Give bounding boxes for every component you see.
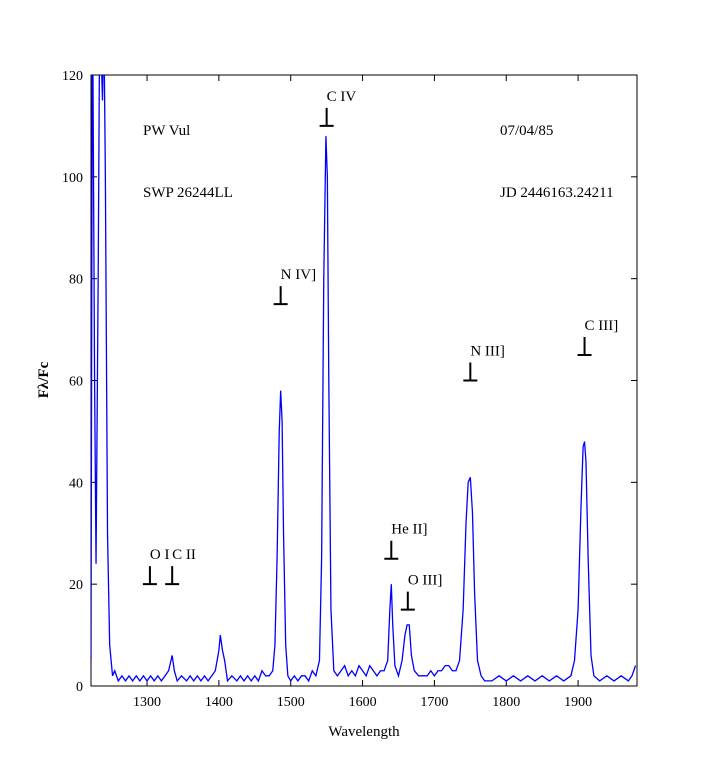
x-tick-label: 1300 [133,695,161,710]
x-tick-label: 1900 [564,695,592,710]
y-tick-label: 0 [76,680,83,695]
x-axis-label: Wavelength [328,724,400,740]
line-marker-arrow [577,337,592,357]
line-label: C II [172,547,196,563]
jd-label: JD 2446163.24211 [500,185,614,201]
x-tick-label: 1600 [349,695,377,710]
line-label: He II] [391,522,427,538]
line-marker-arrow [319,107,334,127]
line-label: C IV [327,89,357,105]
y-tick-label: 20 [69,578,83,593]
line-marker-arrow [273,286,288,306]
line-label: C III] [585,318,619,334]
spectrum-line [91,75,637,683]
line-label: N III] [470,344,505,360]
line-label: O I [150,547,170,563]
x-tick-label: 1400 [205,695,233,710]
y-tick-label: 100 [62,171,83,186]
line-label: O III] [408,573,443,589]
line-marker-arrow [384,540,399,560]
date-label: 07/04/85 [500,123,553,139]
y-axis-label: Fλ/Fc [36,361,52,398]
line-marker-arrow [463,362,478,382]
line-marker-arrow [165,566,180,586]
line-marker-arrow [400,591,415,611]
y-tick-label: 60 [69,375,83,390]
line-marker-arrow [142,566,157,586]
y-tick-label: 40 [69,476,83,491]
y-tick-label: 120 [62,69,83,84]
x-tick-label: 1800 [492,695,520,710]
plot-frame [90,74,638,687]
x-tick-label: 1700 [420,695,448,710]
spectrum-label: SWP 26244LL [143,185,233,201]
object-label: PW Vul [143,123,190,139]
y-tick-label: 80 [69,273,83,288]
x-tick-label: 1500 [277,695,305,710]
line-label: N IV] [281,267,316,283]
